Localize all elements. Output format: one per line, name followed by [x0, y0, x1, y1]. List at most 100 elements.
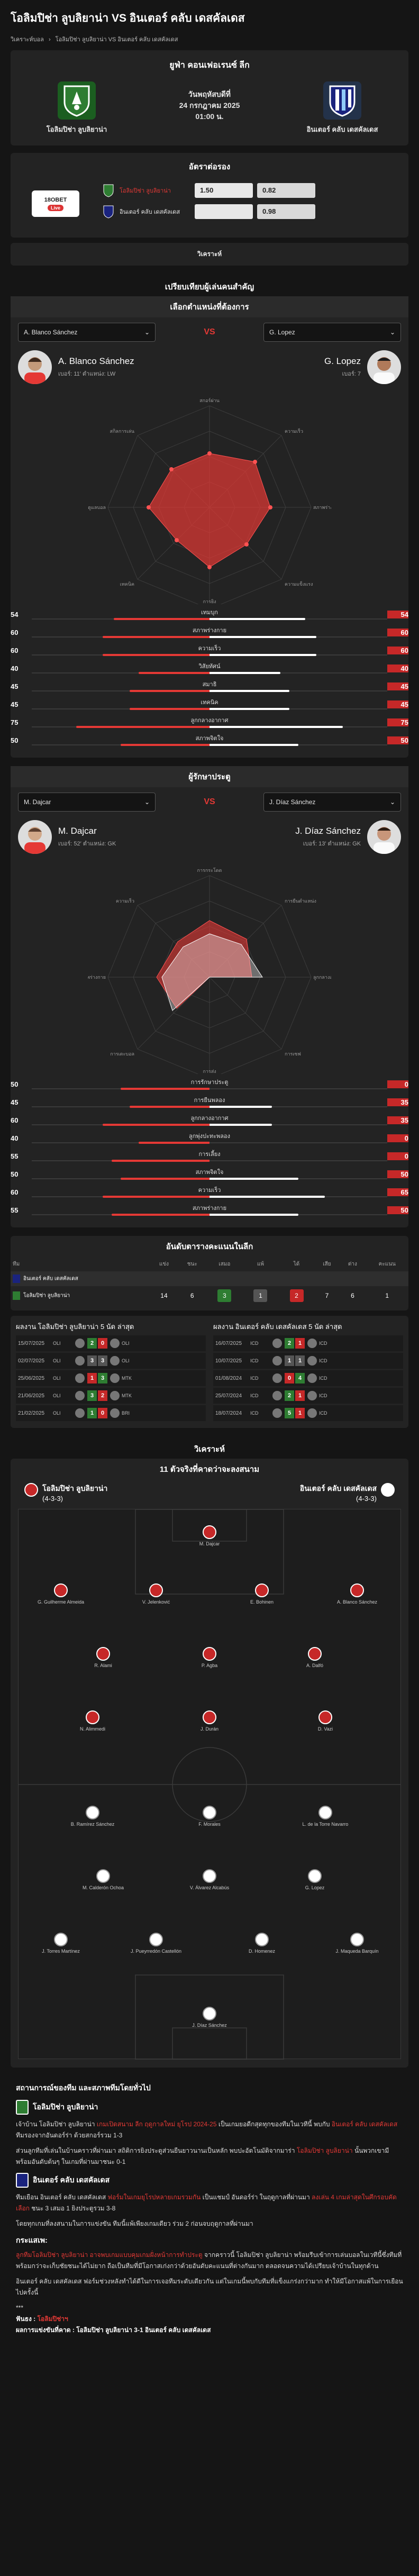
player-marker	[203, 1525, 216, 1539]
radar-axis-label: การยืนตำแหน่ง	[285, 898, 316, 904]
lineup-player[interactable]: E. Bohinen	[233, 1583, 291, 1605]
player1-select[interactable]: A. Blanco Sánchez ⌄	[18, 323, 156, 342]
player2-value: 0	[387, 1134, 408, 1142]
player-marker	[86, 1710, 99, 1724]
player-marker	[255, 1583, 269, 1597]
compare-title: เปรียบเทียบผู้เล่นคนสำคัญ	[165, 283, 254, 292]
odds-away-handicap[interactable]	[195, 204, 253, 219]
player-name: D. Homenez	[248, 1949, 276, 1954]
list-item[interactable]: 25/07/2024 ICD 2 1 ICD	[213, 1388, 403, 1404]
list-item[interactable]: 18/07/2024 ICD 5 1 ICD	[213, 1405, 403, 1421]
gk-attribute-bars: 50 การรักษาประตู 0 45 การยืนพลอง 35 60 ลูกกลางอ…	[11, 1074, 408, 1227]
player1-select-value: A. Blanco Sánchez	[24, 329, 78, 336]
attribute-row: 60 ลูกกลางอากาศ 35	[11, 1112, 408, 1130]
player1-bar	[103, 1124, 210, 1126]
player2-name: G. Lopez	[324, 356, 361, 366]
player-name: M. Dajcar	[199, 1541, 220, 1546]
lineup-player[interactable]: J. Pueyrredón Castellón	[127, 1933, 185, 1954]
match-date: 24 กรกฎาคม 2025	[179, 101, 240, 110]
player-marker	[203, 1806, 216, 1819]
lineup-player[interactable]: L. de la Torre Navarro	[296, 1806, 354, 1827]
list-item[interactable]: 21/02/2025 OLI 1 0 BRI	[16, 1405, 206, 1421]
player1-value: 40	[11, 1134, 19, 1142]
list-item[interactable]: 21/06/2025 OLI 3 2 MTK	[16, 1388, 206, 1404]
odds-row-away: อินเตอร์ คลับ เดสคัลเดส 0.98	[101, 204, 398, 220]
breadcrumb-home-link[interactable]: วิเคราะห์บอล	[11, 37, 44, 43]
odds-home-price[interactable]: 0.82	[257, 183, 315, 198]
lineup-player[interactable]: J. Durán	[180, 1710, 239, 1732]
lineup-player[interactable]: P. Agba	[180, 1647, 239, 1668]
home-team-logo-small	[16, 2099, 29, 2115]
pitch: M. Dajcar G. Guilherme Almeida V. Jelenkov…	[18, 1509, 401, 2060]
odds-away-price[interactable]: 0.98	[257, 204, 315, 219]
lineup-player[interactable]: G. Guilherme Almeida	[32, 1583, 90, 1605]
gk2-select[interactable]: J. Díaz Sánchez ⌄	[263, 793, 401, 812]
lineup-player[interactable]: N. Alimmedi	[63, 1710, 122, 1732]
attribute-row: 45 เทคนิค 45	[11, 696, 408, 714]
lineup-player[interactable]: F. Morales	[180, 1806, 239, 1827]
away-color-dot	[381, 1483, 395, 1497]
analysis-away-paragraph-2: โดยทุกเกมที่ลงสนามในการแข่งขัน ทีมนี้แพ้…	[16, 2219, 253, 2227]
standings-header: แพ้	[257, 1261, 264, 1267]
lineup-player[interactable]: J. Díaz Sánchez	[180, 2007, 239, 2028]
odds-away-team: อินเตอร์ คลับ เดสคัลเดส	[120, 209, 180, 215]
radar-axis-label: การกระโดด	[197, 868, 222, 873]
lineup-player[interactable]: D. Vazi	[296, 1710, 354, 1732]
player-radar-chart: สกอร์ผ่าน ความเร็ว สภาพร่างกาย ความแข็งแ…	[88, 397, 331, 604]
lineup-player[interactable]: M. Dajcar	[180, 1525, 239, 1546]
lineup-section-tab[interactable]: วิเคราะห์	[194, 1445, 225, 1454]
lineup-player[interactable]: B. Ramírez Sánchez	[63, 1806, 122, 1827]
lineup-player[interactable]: R. Alami	[74, 1647, 132, 1668]
gk1-avatar	[18, 820, 52, 854]
lineup-player[interactable]: V. Álvarez Alcabús	[180, 1869, 239, 1890]
player2-bar	[210, 1196, 325, 1198]
odds-home-handicap[interactable]: 1.50	[195, 183, 253, 198]
lineup-player[interactable]: J. Torres Martínez	[32, 1933, 90, 1954]
lineup-away-formation: (4-3-3)	[356, 1495, 377, 1503]
list-item[interactable]: 16/07/2025 ICD 2 1 ICD	[213, 1335, 403, 1351]
list-item[interactable]: 10/07/2025 ICD 1 1 ICD	[213, 1353, 403, 1369]
radar-axis-label: ดูแลบอล	[88, 505, 106, 511]
standings-header: ชนะ	[187, 1261, 197, 1267]
away-team-logo-small	[16, 2172, 29, 2188]
home-team-name: โอลิมปิช่า ลูบลิยาน่า	[46, 125, 107, 133]
player-name: E. Bohinen	[250, 1599, 274, 1605]
standings-team: โอลิมปิช่า ลูบลิยาน่า	[11, 1286, 150, 1305]
gk1-select[interactable]: M. Dajcar ⌄	[18, 793, 156, 812]
standings-header: เสมอ	[218, 1261, 231, 1267]
player1-bar	[129, 690, 210, 692]
lineup-player[interactable]: D. Homenez	[233, 1933, 291, 1954]
radar-axis-label: ความเร็ว	[285, 427, 303, 434]
player-compare-card: เลือกตำแหน่งที่ต้องการ A. Blanco Sánchez…	[11, 296, 408, 758]
list-item[interactable]: 01/08/2024 ICD 0 4 ICD	[213, 1370, 403, 1386]
attribute-label: สภาพร่างกาย	[192, 1205, 227, 1212]
player2-select[interactable]: G. Lopez ⌄	[263, 323, 401, 342]
analysis-tab[interactable]: วิเคราะห์	[11, 243, 408, 266]
home-last5: ผลงาน โอลิมปิช่า ลูบลิยาน่า 5 นัด ล่าสุด…	[16, 1321, 206, 1423]
lineup-player[interactable]: G. Lopez	[286, 1869, 344, 1890]
player2-bar	[210, 744, 298, 746]
player-name: V. Álvarez Alcabús	[189, 1885, 230, 1890]
player1-value: 54	[11, 610, 19, 618]
lineup-player[interactable]: A. Dalfó	[286, 1647, 344, 1668]
player2-value: 45	[387, 682, 408, 690]
list-item[interactable]: 02/07/2025 OLI 3 3 OLI	[16, 1353, 206, 1369]
bookmaker-logo[interactable]: 18OBET Live	[32, 190, 79, 217]
lineup-player[interactable]: J. Maqueda Barquín	[328, 1933, 386, 1954]
player-name: V. Jelenković	[142, 1599, 170, 1605]
lineup-player[interactable]: A. Blanco Sánchez	[328, 1583, 386, 1605]
attribute-row: 50 การรักษาประตู 0	[11, 1076, 408, 1094]
gk-compare-card: ผู้รักษาประตู M. Dajcar ⌄ VS J. Díaz Sánc…	[11, 766, 408, 1227]
lineup-player[interactable]: M. Calderón Ochoa	[74, 1869, 132, 1890]
standings-header: แข่ง	[159, 1261, 169, 1267]
lineup-player[interactable]: V. Jelenković	[127, 1583, 185, 1605]
prediction: ฟันธง : โอลิมปิช่าฯ	[16, 2315, 68, 2323]
list-item[interactable]: 15/07/2025 OLI 2 0 OLI	[16, 1335, 206, 1351]
player-marker	[86, 1806, 99, 1819]
list-item[interactable]: 25/06/2025 OLI 1 3 MTK	[16, 1370, 206, 1386]
chevron-down-icon: ⌄	[389, 329, 395, 336]
player-marker	[203, 1710, 216, 1724]
player-marker	[203, 1647, 216, 1661]
standings-cell: 6	[190, 1292, 194, 1299]
lineup-card: 11 ตัวจริงที่คาดว่าจะลงสนาม โอลิมปิช่า ล…	[11, 1459, 408, 2068]
